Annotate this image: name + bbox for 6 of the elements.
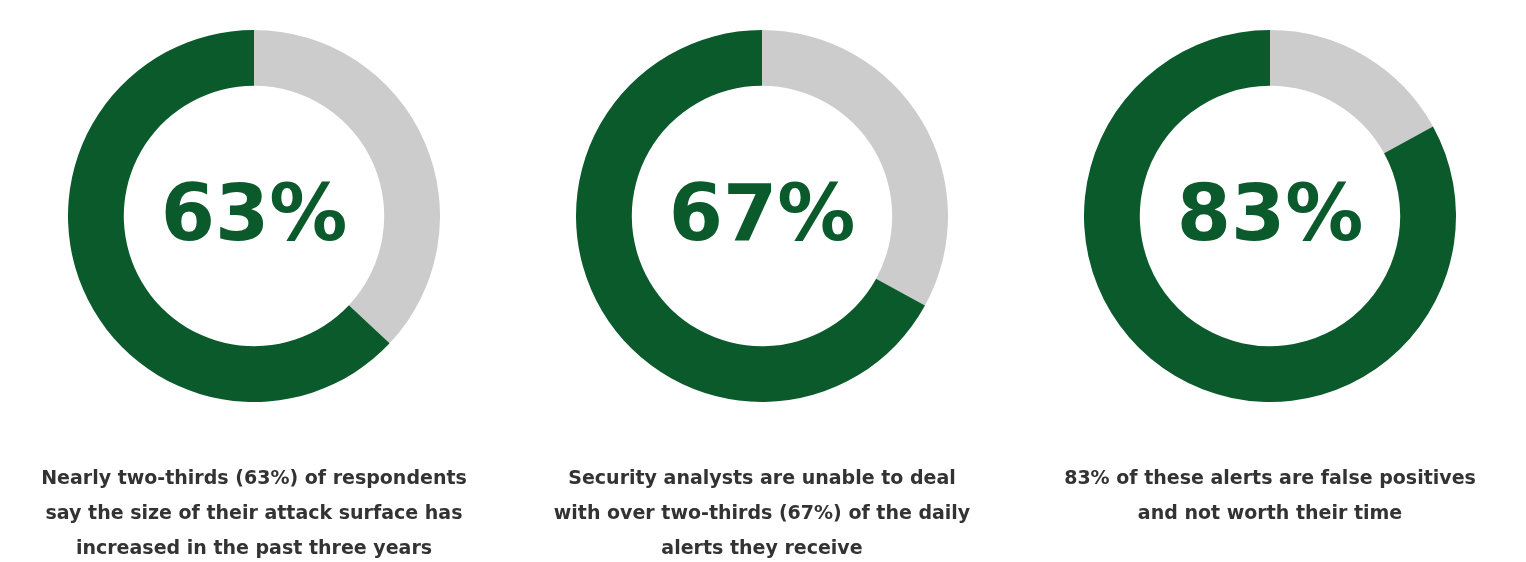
text: Nearly two-thirds (63%) of respondents say the size of their attack surface has increased in the past three years (40, 465, 468, 560)
text: Security analysts are unable to deal with over two-thirds (67%) of the daily alerts they receive (552, 465, 972, 560)
data-label: 63% (160, 168, 348, 259)
text: 83% of these alerts are false positives and not worth their time (1063, 465, 1477, 525)
data-label: 67% (668, 168, 856, 259)
data-label: 83% (1176, 168, 1364, 259)
